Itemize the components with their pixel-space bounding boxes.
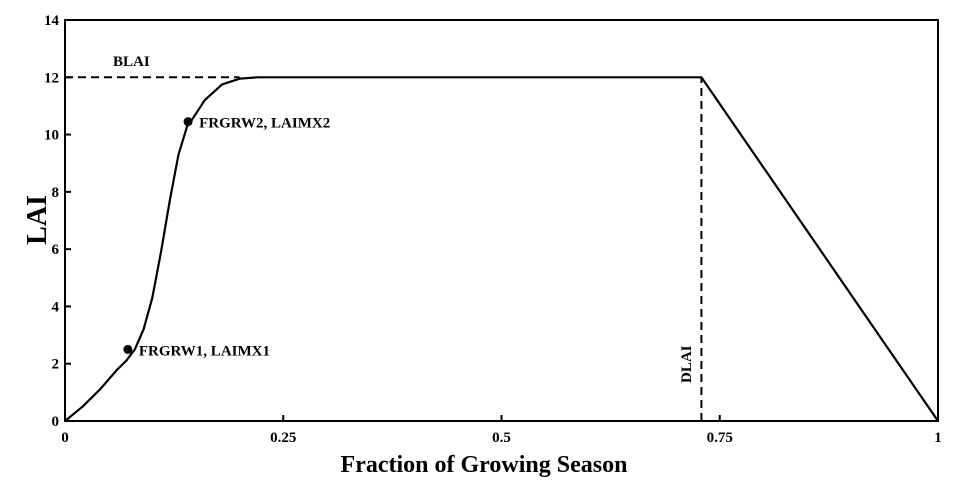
x-tick-label: 0.25 xyxy=(270,430,296,446)
data-point-label: FRGRW1, LAIMX1 xyxy=(139,343,270,359)
y-tick-label: 0 xyxy=(52,414,60,430)
x-axis-title: Fraction of Growing Season xyxy=(341,452,628,478)
y-tick-label: 6 xyxy=(52,242,60,258)
x-tick-label: 1 xyxy=(934,430,942,446)
y-tick-label: 4 xyxy=(52,299,60,315)
y-axis-title: LAI xyxy=(22,195,53,245)
annotated-points: FRGRW1, LAIMX1 FRGRW2, LAIMX2 xyxy=(123,116,330,359)
y-tick-label: 14 xyxy=(44,13,60,29)
y-tick-label: 12 xyxy=(44,70,59,86)
plot-frame xyxy=(64,19,939,422)
y-tick-label: 10 xyxy=(44,128,59,144)
y-tick-label: 8 xyxy=(52,185,60,201)
data-point-label: FRGRW2, LAIMX2 xyxy=(199,116,330,132)
data-point-marker xyxy=(183,117,193,127)
blai-label: BLAI xyxy=(113,54,150,70)
data-point-marker xyxy=(123,344,133,354)
x-axis-ticks: 0 0.25 0.5 0.75 1 xyxy=(61,415,942,446)
y-axis-ticks: 0 2 4 6 8 10 12 14 xyxy=(44,13,71,430)
x-tick-label: 0 xyxy=(61,430,69,446)
dlai-label: DLAI xyxy=(679,345,695,383)
lai-curve xyxy=(64,76,939,422)
x-tick-label: 0.5 xyxy=(492,430,511,446)
y-tick-label: 2 xyxy=(52,357,60,373)
x-tick-label: 0.75 xyxy=(707,430,733,446)
